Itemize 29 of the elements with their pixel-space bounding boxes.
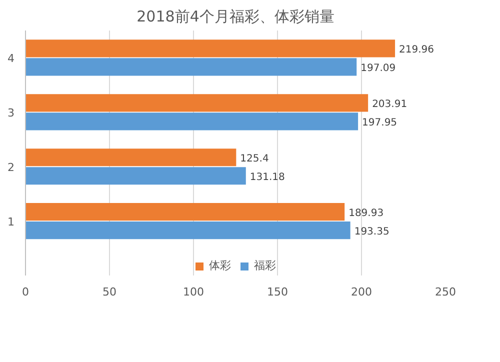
- bar: [26, 112, 358, 130]
- x-tick-label: 150: [267, 286, 288, 298]
- y-tick-label: 1: [8, 216, 14, 229]
- x-tick-label: 200: [351, 286, 372, 298]
- y-tick-label: 2: [8, 161, 14, 174]
- data-label: 197.09: [360, 62, 396, 74]
- chart-title: 2018前4个月福彩、体彩销量: [136, 8, 334, 26]
- y-tick-label: 3: [8, 106, 14, 120]
- y-tick-label: 4: [8, 52, 14, 66]
- data-label: 203.91: [372, 98, 408, 110]
- bar: [26, 94, 368, 112]
- bar: [26, 148, 236, 166]
- data-label: 219.96: [399, 44, 434, 56]
- data-label: 125.4: [240, 153, 269, 164]
- bar: [26, 40, 396, 58]
- data-label: 197.95: [362, 117, 398, 128]
- x-tick-label: 100: [183, 286, 204, 298]
- x-tick-label: 50: [102, 286, 116, 298]
- bar: [26, 58, 357, 76]
- bar: [26, 203, 345, 221]
- x-tick-label: 250: [435, 286, 456, 298]
- data-label: 193.35: [354, 226, 390, 238]
- x-tick-label: 0: [22, 286, 29, 298]
- data-label: 189.93: [348, 208, 384, 219]
- bar: [26, 222, 350, 240]
- legend-label: 体彩: [209, 258, 231, 273]
- bar: [26, 167, 246, 185]
- data-label: 131.18: [250, 172, 285, 183]
- legend-label: 福彩: [254, 258, 276, 273]
